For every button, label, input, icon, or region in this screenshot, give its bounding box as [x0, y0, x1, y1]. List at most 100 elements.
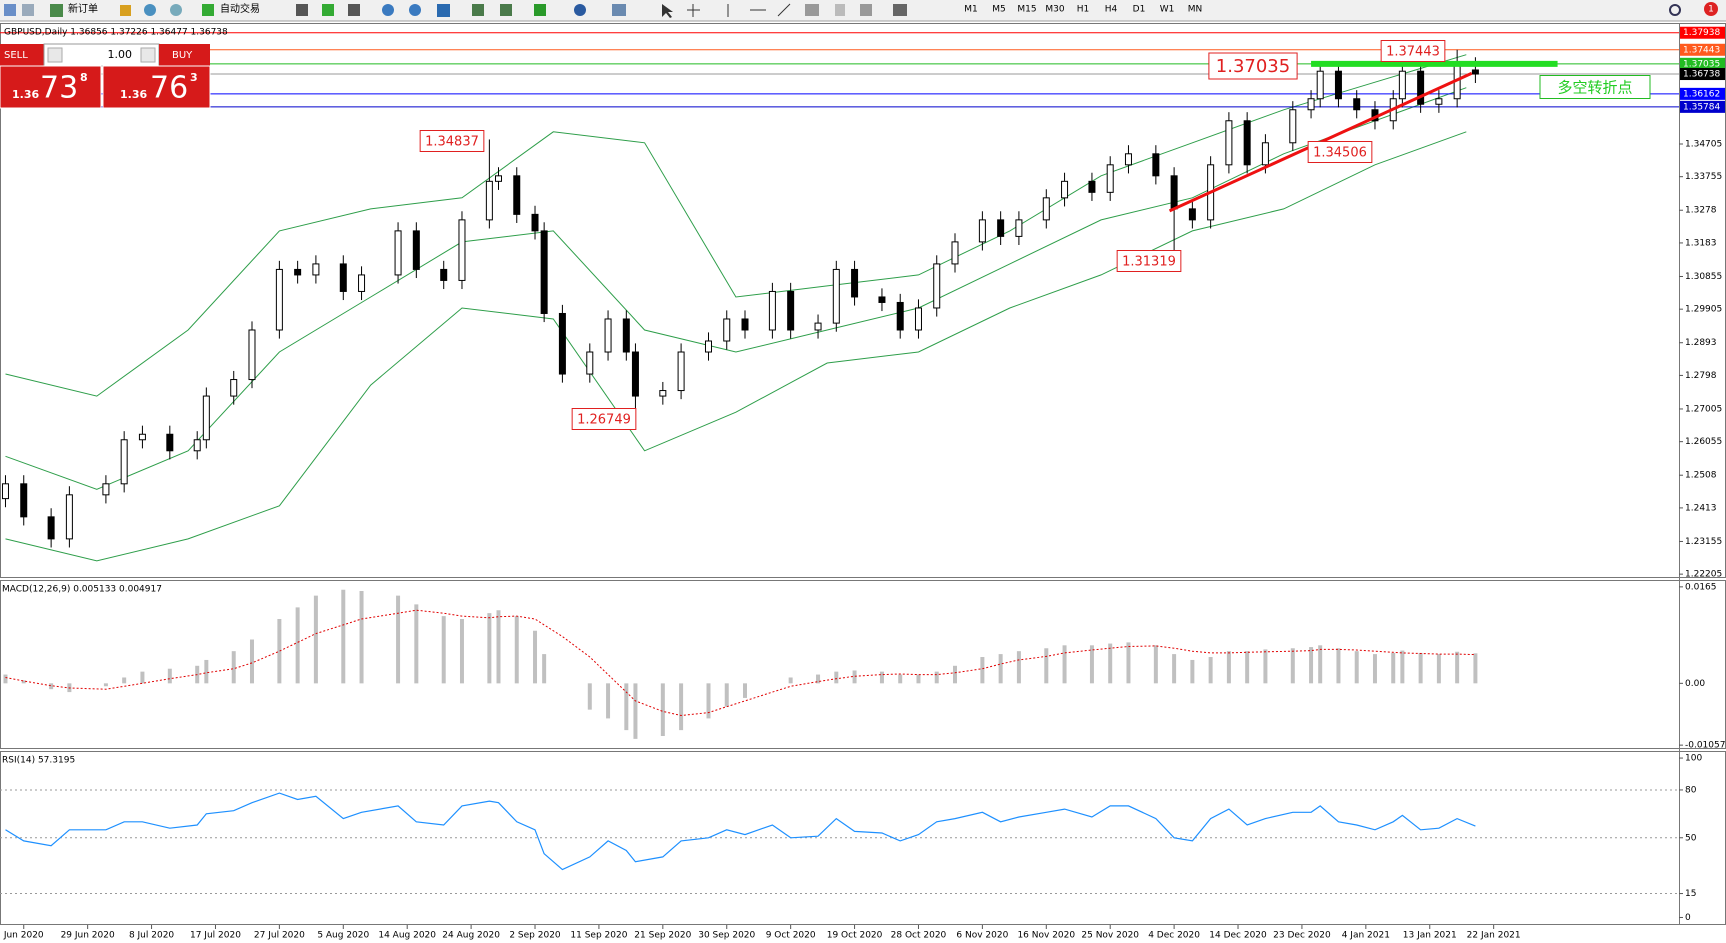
one-click-trading: SELL 1.00 BUY 1.36 73 8 1.36 76 3: [0, 43, 211, 109]
icon[interactable]: [612, 4, 626, 16]
candle-body: [166, 433, 174, 452]
candle-body: [558, 312, 566, 375]
zoom-out[interactable]: [409, 4, 421, 16]
icon[interactable]: [22, 4, 34, 16]
buy-price-box[interactable]: [102, 65, 211, 109]
lot-down[interactable]: [47, 47, 63, 63]
x-tick-label: 4 Dec 2020: [1148, 931, 1200, 941]
annotation-price: 1.34506: [1313, 146, 1367, 161]
y-tick-label: 0.0165: [1685, 582, 1717, 592]
timeframe-button[interactable]: MN: [1188, 5, 1203, 15]
icon[interactable]: [893, 4, 907, 16]
icon[interactable]: [472, 4, 484, 16]
icon[interactable]: [120, 5, 131, 16]
x-tick-label: 17 Jul 2020: [190, 931, 241, 941]
notification-badge[interactable]: [1704, 2, 1718, 16]
candle-body: [230, 379, 238, 397]
timeframe-button[interactable]: H4: [1105, 5, 1118, 15]
plots: 1.34705 1.33755 1.3278 1.3183 1.30855 1.29905…: [0, 26, 1726, 941]
icon[interactable]: [534, 4, 546, 16]
lot-up[interactable]: [140, 47, 156, 63]
y-tick-label: 1.2413: [1685, 503, 1717, 513]
y-tick-label: 1.30855: [1685, 272, 1722, 282]
candle-body: [622, 318, 630, 353]
crosshair-icon[interactable]: [687, 4, 700, 17]
y-tick-label: 1.26055: [1685, 437, 1722, 447]
timeframe-button[interactable]: M15: [1017, 5, 1036, 15]
x-tick-label: 13 Jan 2021: [1403, 931, 1457, 941]
x-tick-label: 6 Nov 2020: [956, 931, 1008, 941]
x-tick-label: 23 Dec 2020: [1273, 931, 1331, 941]
price-label-bg: [1680, 57, 1725, 70]
price-label-bg: [1680, 43, 1725, 56]
sell-button[interactable]: [0, 44, 44, 66]
x-tick-label: 22 Jan 2021: [1467, 931, 1521, 941]
icon[interactable]: [835, 4, 845, 16]
candle-body: [896, 301, 904, 331]
candle-body: [704, 340, 712, 353]
icon[interactable]: [322, 4, 334, 16]
zoom-in[interactable]: [382, 4, 394, 16]
auto-trading-icon[interactable]: [202, 4, 214, 16]
y-tick-label: 1.27005: [1685, 404, 1722, 414]
timeframe-button[interactable]: M1: [964, 5, 978, 15]
y-tick-label: 0: [1685, 913, 1691, 923]
buy-button[interactable]: [159, 44, 210, 66]
annotation-price: 1.34837: [425, 135, 479, 150]
icon[interactable]: [574, 4, 586, 16]
icon[interactable]: [348, 4, 360, 16]
sell-price-pips: 73: [40, 71, 78, 106]
candle-body: [878, 296, 886, 303]
candle-body: [1015, 219, 1023, 237]
icon[interactable]: [4, 4, 16, 16]
candle-body: [1152, 153, 1160, 177]
icon[interactable]: [144, 4, 156, 16]
new-order-button[interactable]: 新订单: [68, 2, 98, 15]
x-tick-label: 11 Sep 2020: [570, 931, 627, 941]
price-label: 1.35784: [1683, 102, 1720, 112]
y-tick-label: 1.33755: [1685, 172, 1722, 182]
candle-body: [47, 516, 55, 540]
candle-body: [1225, 120, 1233, 166]
price-label: 1.36162: [1683, 89, 1720, 99]
y-tick-label: 1.3183: [1685, 238, 1717, 248]
buy-label[interactable]: BUY: [172, 50, 193, 61]
timeframe-button[interactable]: W1: [1160, 5, 1175, 15]
x-tick-label: 21 Sep 2020: [634, 931, 691, 941]
candle-body: [1471, 69, 1479, 75]
candle-body: [1243, 120, 1251, 166]
icon[interactable]: [860, 4, 872, 16]
annotation-price: 1.37443: [1386, 45, 1440, 60]
candle-body: [102, 483, 110, 496]
new-order-icon[interactable]: [50, 4, 63, 17]
icon[interactable]: [437, 4, 450, 17]
icon[interactable]: [296, 4, 308, 16]
timeframe-button[interactable]: M30: [1045, 5, 1064, 15]
indicator-title: RSI(14) 57.3195: [2, 756, 75, 766]
sell-price-box[interactable]: [0, 65, 102, 109]
x-tick-label: 5 Aug 2020: [317, 931, 369, 941]
auto-trading-button[interactable]: 自动交易: [220, 2, 260, 15]
cursor-icon[interactable]: [662, 4, 673, 18]
timeframe-button[interactable]: H1: [1077, 5, 1090, 15]
x-tick-label: 2 Sep 2020: [509, 931, 561, 941]
search-icon[interactable]: [1669, 4, 1681, 16]
icon[interactable]: [805, 4, 819, 16]
candle-body: [659, 390, 667, 397]
timeframe-button[interactable]: M5: [992, 5, 1006, 15]
trendline-icon[interactable]: [777, 3, 791, 17]
sell-label[interactable]: SELL: [4, 50, 28, 61]
bollinger-upper: [5, 54, 1467, 397]
x-tick-label: 19 Oct 2020: [827, 931, 883, 941]
candle-body: [1170, 175, 1178, 210]
icon[interactable]: [500, 4, 512, 16]
timeframe-button[interactable]: D1: [1133, 5, 1146, 15]
lot-size[interactable]: 1.00: [108, 48, 133, 61]
candle-body: [851, 268, 859, 298]
icon[interactable]: [170, 4, 182, 16]
buy-price-point: 3: [190, 71, 198, 84]
candle-body: [120, 439, 128, 485]
annotation-box: [1307, 141, 1373, 163]
